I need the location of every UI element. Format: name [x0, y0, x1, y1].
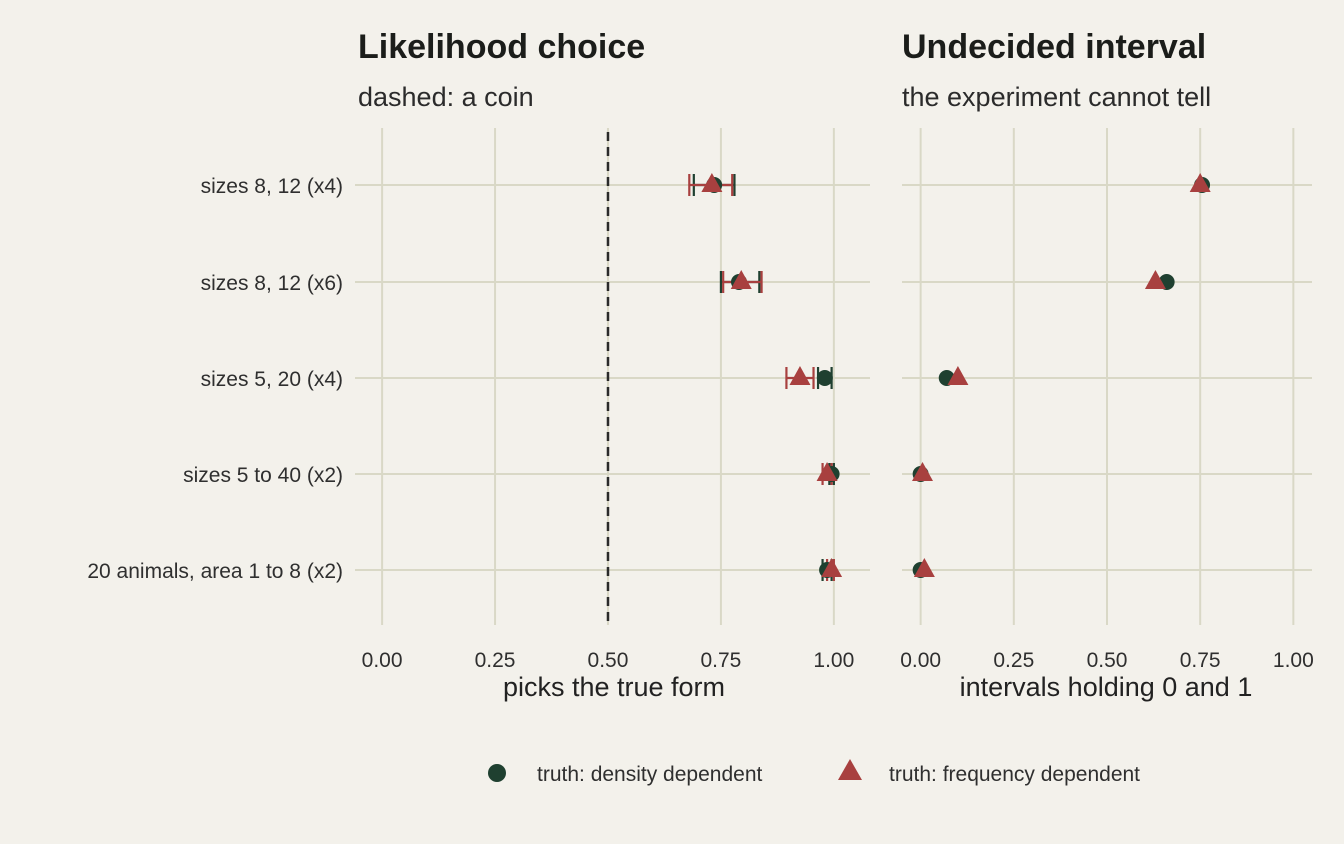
point-frequency [1144, 270, 1166, 289]
point-frequency [912, 462, 933, 481]
category-labels: sizes 8, 12 (x4) sizes 8, 12 (x6) sizes 5,… [87, 175, 343, 583]
legend-triangle-marker [838, 759, 862, 780]
point-frequency [1189, 173, 1211, 192]
category-label: sizes 5, 20 (x4) [201, 368, 343, 391]
x-axis-label-likelihood: picks the true form [503, 672, 725, 702]
x-tick-label: 1.00 [813, 649, 854, 672]
point-density [816, 370, 833, 386]
legend-label-frequency: truth: frequency dependent [889, 763, 1140, 786]
x-tick-label: 0.25 [475, 649, 516, 672]
category-label: sizes 8, 12 (x4) [201, 175, 343, 198]
panel-title-undecided: Undecided interval [902, 28, 1206, 66]
category-label: 20 animals, area 1 to 8 (x2) [87, 560, 343, 583]
point-frequency [816, 462, 838, 481]
panel-subtitle-undecided: the experiment cannot tell [902, 82, 1211, 112]
x-tick-label: 0.00 [362, 649, 403, 672]
x-tick-label: 0.50 [588, 649, 629, 672]
point-frequency [947, 366, 969, 385]
category-label: sizes 5 to 40 (x2) [183, 464, 343, 487]
x-tick-label: 1.00 [1273, 649, 1314, 672]
x-tick-label: 0.00 [900, 649, 941, 672]
tick-labels: 0.00 0.25 0.50 0.75 1.00 0.00 0.25 0.50 0.75 1.00 [362, 649, 1314, 672]
x-axis-label-undecided: intervals holding 0 and 1 [960, 672, 1253, 702]
point-frequency [913, 558, 935, 577]
legend-circle-marker [488, 764, 506, 782]
panel-subtitle-likelihood: dashed: a coin [358, 82, 534, 112]
data-marks [688, 173, 1211, 581]
point-frequency [730, 270, 752, 289]
category-label: sizes 8, 12 (x6) [201, 272, 343, 295]
x-tick-label: 0.75 [1180, 649, 1221, 672]
point-frequency [701, 173, 723, 192]
x-tick-label: 0.75 [700, 649, 741, 672]
grid-lines [355, 128, 1312, 625]
panel-title-likelihood: Likelihood choice [358, 28, 645, 66]
point-frequency [789, 366, 811, 385]
x-tick-label: 0.25 [993, 649, 1034, 672]
legend-label-density: truth: density dependent [537, 763, 762, 786]
legend: truth: density dependent truth: frequenc… [488, 759, 1140, 786]
point-frequency [821, 558, 843, 577]
x-tick-label: 0.50 [1087, 649, 1128, 672]
